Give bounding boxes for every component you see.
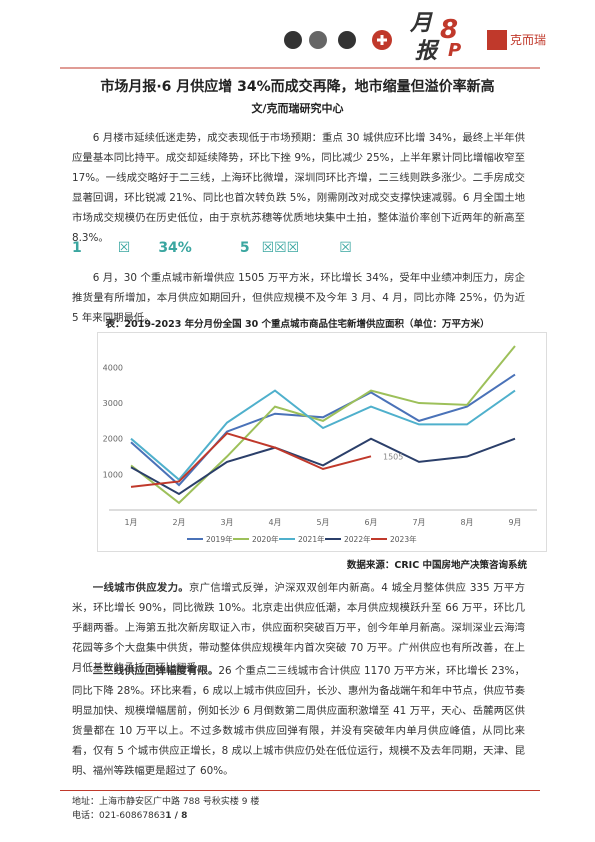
paragraph: 6 月楼市延续低迷走势，成交表现低于市场预期：重点 30 城供应环比增 34%，…: [72, 132, 525, 244]
y-tick-label: 1000: [103, 470, 123, 479]
x-tick-label: 5月: [316, 518, 329, 527]
section: 二三线供应回弹幅度有限。26 个重点二三线城市合计供应 1170 万平方米，环比…: [72, 661, 525, 781]
heading-cell: 34%: [158, 240, 192, 256]
phone-text: 电话：021-60867863: [72, 811, 166, 821]
y-tick-label: 3000: [103, 399, 123, 408]
y-tick-label: 4000: [103, 363, 123, 372]
section-text: 26 个重点二三线城市合计供应 1170 万平方米，环比增长 23%，同比下降 …: [72, 665, 525, 777]
x-tick-label: 7月: [412, 518, 425, 527]
series-line: [130, 437, 516, 496]
heading-cell: ☒: [339, 240, 352, 256]
legend-label: 2020年: [252, 534, 279, 544]
legend-label: 2019年: [206, 534, 233, 544]
title: 市场月报·6 月供应增 34%而成交再降，地市缩量但溢价率新高: [100, 79, 495, 95]
heading-cell: ☒☒☒: [261, 240, 300, 256]
section-lead: 一线城市供应发力。: [92, 582, 189, 594]
series-line: [130, 389, 516, 482]
section-text: 京广信增式反弹，沪深双双创年内新高。4 城全月整体供应 335 万平方米，环比增…: [72, 582, 526, 674]
section: 一线城市供应发力。京广信增式反弹，沪深双双创年内新高。4 城全月整体供应 335…: [72, 578, 525, 678]
logo-char: 报: [415, 39, 440, 64]
header-graphics: 月 报 8 P 克而瑞: [60, 11, 546, 69]
series-line: [130, 432, 372, 488]
series-line: [130, 373, 516, 487]
legend-label: 2022年: [344, 534, 371, 544]
page-number: 1 / 8: [165, 811, 188, 821]
author: 文/克而瑞研究中心: [251, 102, 344, 115]
phone: 电话：021-608678631 / 8: [72, 808, 187, 821]
brand: 克而瑞: [510, 33, 546, 47]
x-tick-label: 1月: [124, 518, 137, 527]
chart: 1000 2000 3000 4000 1月 2月 3月 4月 5月 6月 7月 8月 9月 2019年 2…: [97, 332, 547, 552]
series-line: [130, 345, 516, 505]
y-tick-label: 2000: [103, 435, 123, 444]
chart-title: 表：2019-2023 年分月份全国 30 个重点城市商品住宅新增供应面积（单位…: [105, 319, 490, 330]
footer-rule: [60, 790, 540, 791]
annotation: 1505: [383, 452, 403, 461]
x-tick-label: 4月: [268, 518, 281, 527]
chart-frame: [97, 332, 547, 552]
heading-row: 1 ☒ 34% 5 ☒☒☒ ☒: [72, 240, 352, 256]
chart-source: 数据来源：CRIC 中国房地产决策咨询系统: [346, 560, 527, 571]
x-tick-label: 8月: [460, 518, 473, 527]
logo-char: 8: [440, 15, 458, 45]
address: 地址：上海市静安区广中路 788 号秋实楼 9 楼: [72, 797, 260, 807]
x-tick-label: 6月: [364, 518, 377, 527]
heading-cell: 5: [239, 240, 250, 256]
logo-char: P: [448, 40, 461, 61]
x-tick-label: 9月: [508, 518, 521, 527]
heading-cell: ☒: [117, 240, 131, 256]
heading-cell: 1: [72, 240, 82, 256]
legend-label: 2021年: [298, 534, 325, 544]
legend-label: 2023年: [390, 534, 417, 544]
x-tick-label: 2月: [172, 518, 185, 527]
logo-char: 月: [409, 11, 433, 36]
x-tick-label: 3月: [220, 518, 233, 527]
paragraph: 6 月，30 个重点城市新增供应 1505 万平方米，环比增长 34%，受年中业…: [72, 272, 525, 324]
section-lead: 二三线供应回弹幅度有限。: [92, 665, 219, 677]
